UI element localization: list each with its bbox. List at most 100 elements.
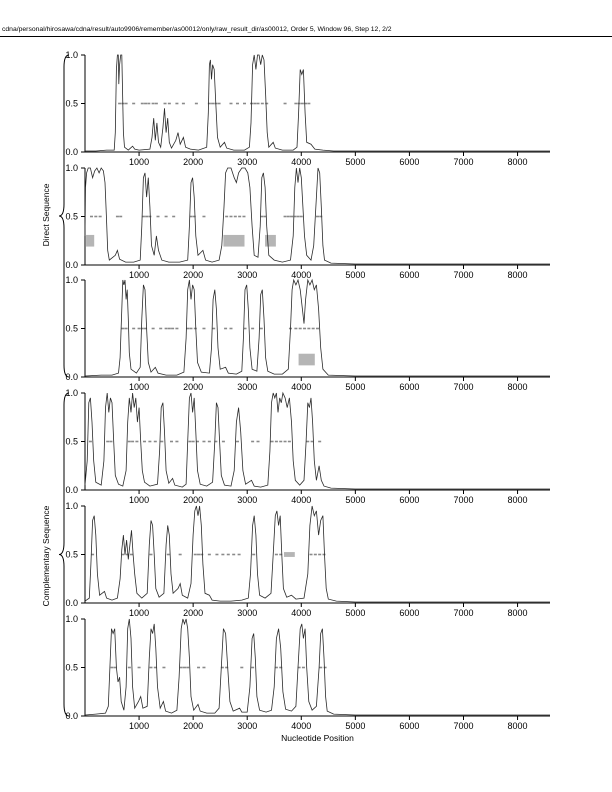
half-level-mark xyxy=(91,553,95,556)
x-tick-label: 7000 xyxy=(453,495,473,505)
half-level-mark xyxy=(256,102,260,105)
y-tick-label: 0.0 xyxy=(65,260,78,270)
half-level-mark xyxy=(274,666,278,669)
x-tick-label: 2000 xyxy=(183,382,203,392)
x-tick-label: 3000 xyxy=(237,382,257,392)
x-tick-label: 3000 xyxy=(237,608,257,618)
half-level-mark xyxy=(186,327,190,330)
x-tick-label: 3000 xyxy=(237,157,257,167)
half-level-mark xyxy=(253,102,257,105)
y-tick-label: 0.5 xyxy=(65,550,78,560)
half-level-mark xyxy=(113,666,117,669)
panel-2: 1.0 0.5 0.0 1000 2000 3000 4000 5000 6000 7000 800… xyxy=(65,163,550,280)
half-level-mark xyxy=(265,102,269,105)
half-level-mark xyxy=(263,215,267,218)
half-level-mark xyxy=(166,553,170,556)
half-level-mark xyxy=(193,553,197,556)
half-level-mark xyxy=(156,215,160,218)
half-level-mark xyxy=(194,102,198,105)
half-level-mark xyxy=(167,327,171,330)
half-level-mark xyxy=(132,327,136,330)
x-tick-label: 1000 xyxy=(129,721,149,731)
x-tick-label: 3000 xyxy=(237,495,257,505)
half-level-mark xyxy=(121,327,125,330)
half-level-mark xyxy=(151,102,155,105)
half-level-mark xyxy=(319,666,323,669)
half-level-mark xyxy=(301,666,305,669)
half-level-mark xyxy=(147,102,151,105)
half-level-mark xyxy=(179,666,183,669)
half-level-mark xyxy=(316,215,319,218)
half-level-mark xyxy=(256,440,260,443)
half-level-mark xyxy=(181,102,185,105)
direct-sequence-brace xyxy=(58,54,70,378)
half-level-mark xyxy=(215,553,219,556)
half-level-mark xyxy=(164,327,168,330)
half-level-mark xyxy=(191,440,195,443)
half-level-mark xyxy=(229,102,233,105)
half-level-mark xyxy=(237,553,241,556)
half-level-mark xyxy=(290,215,294,218)
x-tick-label: 4000 xyxy=(291,721,311,731)
y-tick-label: 0.0 xyxy=(65,598,78,608)
half-level-mark xyxy=(224,327,228,330)
half-level-mark xyxy=(197,553,201,556)
half-level-mark xyxy=(220,666,224,669)
half-level-mark xyxy=(202,666,206,669)
half-level-mark xyxy=(163,102,167,105)
half-level-mark xyxy=(233,215,237,218)
half-level-mark xyxy=(182,666,186,669)
half-level-mark xyxy=(306,440,310,443)
signal-curve xyxy=(84,278,550,377)
half-level-mark xyxy=(287,440,291,443)
x-tick-label: 7000 xyxy=(453,382,473,392)
half-level-mark xyxy=(229,327,233,330)
y-tick-label: 0.5 xyxy=(65,324,78,334)
half-level-mark xyxy=(202,440,206,443)
half-level-mark xyxy=(200,553,204,556)
x-tick-label: 2000 xyxy=(183,608,203,618)
x-tick-label: 1000 xyxy=(129,382,149,392)
half-level-mark xyxy=(243,102,247,105)
x-tick-label: 3000 xyxy=(237,721,257,731)
x-tick-label: 6000 xyxy=(399,382,419,392)
y-tick-label: 0.0 xyxy=(65,711,78,721)
y-tick-label: 1.0 xyxy=(65,388,78,398)
y-tick-label: 0.5 xyxy=(65,663,78,673)
annotation-box xyxy=(283,552,295,557)
half-level-mark xyxy=(127,440,131,443)
half-level-mark xyxy=(131,440,135,443)
half-level-mark xyxy=(135,440,139,443)
half-level-mark xyxy=(137,327,141,330)
half-level-mark xyxy=(283,102,287,105)
half-level-mark xyxy=(311,327,315,330)
half-level-mark xyxy=(142,440,146,443)
x-tick-label: 2000 xyxy=(183,157,203,167)
half-level-mark xyxy=(125,553,129,556)
half-level-mark xyxy=(304,102,308,105)
half-level-mark xyxy=(279,440,283,443)
half-level-mark xyxy=(300,102,304,105)
half-level-mark xyxy=(202,215,206,218)
half-level-mark xyxy=(235,440,239,443)
x-tick-label: 8000 xyxy=(508,608,528,618)
half-level-mark xyxy=(316,327,319,330)
half-level-mark xyxy=(137,666,141,669)
half-level-mark xyxy=(124,327,128,330)
half-level-mark xyxy=(318,440,322,443)
half-level-mark xyxy=(279,553,283,556)
half-level-mark xyxy=(251,327,255,330)
x-tick-label: 6000 xyxy=(399,495,419,505)
x-tick-label: 4000 xyxy=(291,382,311,392)
half-level-mark xyxy=(283,215,287,218)
half-level-mark xyxy=(225,215,229,218)
half-level-mark xyxy=(188,440,192,443)
x-tick-label: 2000 xyxy=(183,270,203,280)
half-level-mark xyxy=(127,666,131,669)
half-level-mark xyxy=(299,215,303,218)
half-level-mark xyxy=(149,666,153,669)
panel-1: 1.0 0.5 0.0 1000 2000 3000 4000 5000 6000 7000 800… xyxy=(65,50,550,167)
x-tick-label: 1000 xyxy=(129,157,149,167)
half-level-mark xyxy=(318,553,322,556)
